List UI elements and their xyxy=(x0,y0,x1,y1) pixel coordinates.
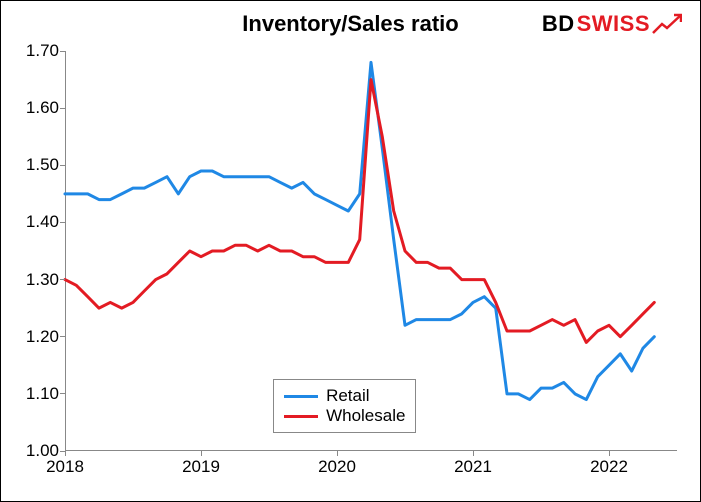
x-tick xyxy=(473,451,474,456)
y-axis-label: 1.20 xyxy=(26,327,59,347)
x-tick xyxy=(337,451,338,456)
x-axis-label: 2020 xyxy=(318,457,356,477)
x-axis-label: 2018 xyxy=(46,457,84,477)
y-axis-label: 1.30 xyxy=(26,270,59,290)
y-tick xyxy=(60,336,65,337)
x-tick xyxy=(609,451,610,456)
legend-swatch xyxy=(284,415,318,418)
y-tick xyxy=(60,279,65,280)
series-line-wholesale xyxy=(65,80,654,343)
x-tick xyxy=(201,451,202,456)
y-tick xyxy=(60,165,65,166)
legend-item: Wholesale xyxy=(284,406,405,426)
y-tick xyxy=(60,393,65,394)
y-axis-label: 1.10 xyxy=(26,384,59,404)
x-axis-label: 2022 xyxy=(590,457,628,477)
y-tick xyxy=(60,51,65,52)
x-tick xyxy=(65,451,66,456)
brand-arrow-icon xyxy=(652,13,682,35)
legend-item: Retail xyxy=(284,386,405,406)
y-axis-label: 1.60 xyxy=(26,98,59,118)
brand-swiss: SWISS xyxy=(577,11,650,37)
y-axis-label: 1.50 xyxy=(26,155,59,175)
x-axis-label: 2021 xyxy=(454,457,492,477)
y-tick xyxy=(60,222,65,223)
chart-container: Inventory/Sales ratio BDSWISS RetailWhol… xyxy=(0,0,701,502)
plot-area: RetailWholesale 1.001.101.201.301.401.50… xyxy=(65,51,677,451)
y-tick xyxy=(60,108,65,109)
y-axis-label: 1.40 xyxy=(26,212,59,232)
legend-label: Retail xyxy=(326,386,369,406)
y-axis-label: 1.70 xyxy=(26,41,59,61)
x-axis-label: 2019 xyxy=(182,457,220,477)
legend: RetailWholesale xyxy=(273,379,416,433)
legend-swatch xyxy=(284,395,318,398)
brand-bd: BD xyxy=(542,11,575,37)
brand-logo: BDSWISS xyxy=(542,11,682,37)
legend-label: Wholesale xyxy=(326,406,405,426)
